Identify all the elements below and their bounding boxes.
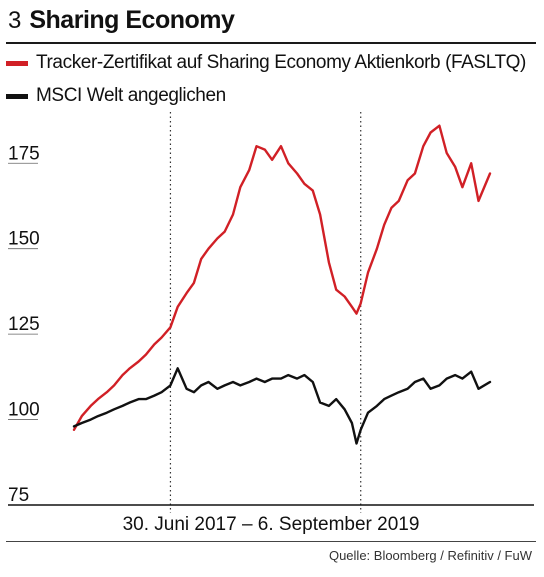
y-tick-label-2: 125 [8,314,40,335]
legend-swatch-tracker [6,60,28,66]
header-rule [6,42,536,44]
series-line-msci [72,367,492,445]
chart-title: Sharing Economy [29,6,235,34]
legend-label-msci: MSCI Welt angeglichen [36,85,226,106]
legend-label-tracker: Tracker-Zertifikat auf Sharing Economy A… [36,52,526,73]
x-axis-label: 30. Juni 2017 – 6. September 2019 [123,514,420,535]
legend-item-tracker: Tracker-Zertifikat auf Sharing Economy A… [6,52,526,74]
figure-number: 3 [8,7,22,34]
y-tick-label-4: 175 [8,143,40,164]
y-tick-label-1: 100 [8,400,40,421]
chart-header: 3 Sharing Economy [8,6,235,40]
footer-rule [6,541,536,542]
legend-swatch-msci [6,93,28,99]
y-tick-label-0: 75 [8,485,29,506]
source-note: Quelle: Bloomberg / Refinitiv / FuW [328,548,532,563]
legend-item-msci: MSCI Welt angeglichen [6,85,226,107]
series-line-tracker [72,124,492,431]
y-tick-label-3: 150 [8,229,40,250]
